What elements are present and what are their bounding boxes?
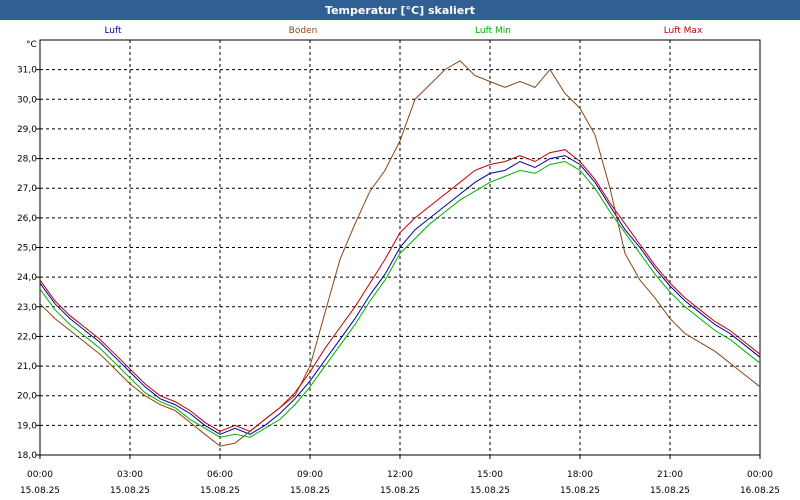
y-tick-label: 24,0	[17, 273, 37, 283]
x-tick-label-time: 21:00	[657, 470, 683, 480]
x-tick-label-date: 15.08.25	[380, 486, 420, 496]
y-tick-label: 27,0	[17, 184, 37, 194]
legend-entry-boden: Boden	[289, 26, 318, 36]
x-tick-label-time: 09:00	[297, 470, 323, 480]
y-tick-label: 28,0	[17, 155, 37, 165]
x-tick-label-time: 06:00	[207, 470, 233, 480]
y-tick-label: 30,0	[17, 95, 37, 105]
x-tick-label-date: 15.08.25	[20, 486, 60, 496]
y-tick-label: 19,0	[17, 421, 37, 431]
y-axis-unit-label: °C	[26, 40, 37, 50]
series-line-luft-max	[39, 149, 761, 432]
x-tick-label-date: 15.08.25	[560, 486, 600, 496]
y-tick-label: 21,0	[17, 362, 37, 372]
y-tick-label: 22,0	[17, 332, 37, 342]
y-tick-label: 18,0	[17, 451, 37, 461]
y-tick-label: 25,0	[17, 244, 37, 254]
y-tick-label: 26,0	[17, 214, 37, 224]
x-tick-label-date: 15.08.25	[110, 486, 150, 496]
y-tick-label: 23,0	[17, 303, 37, 313]
legend-entry-luft: Luft	[104, 26, 122, 36]
y-tick-label: 29,0	[17, 125, 37, 135]
series-line-luft-min	[39, 160, 761, 438]
series-line-boden	[39, 60, 761, 447]
x-tick-label-time: 00:00	[747, 470, 773, 480]
x-tick-label-date: 15.08.25	[650, 486, 690, 496]
x-tick-label-date: 15.08.25	[470, 486, 510, 496]
x-tick-label-time: 12:00	[387, 470, 413, 480]
x-tick-label-date: 15.08.25	[290, 486, 330, 496]
legend-entry-luft-max: Luft Max	[664, 26, 703, 36]
x-tick-label-date: 15.08.25	[200, 486, 240, 496]
x-tick-label-time: 00:00	[27, 470, 53, 480]
x-tick-label-time: 18:00	[567, 470, 593, 480]
series-line-luft	[39, 155, 761, 435]
chart-title: Temperatur [°C] skaliert	[0, 0, 800, 20]
x-tick-label-time: 15:00	[477, 470, 503, 480]
x-tick-label-time: 03:00	[117, 470, 143, 480]
legend-entry-luft-min: Luft Min	[475, 26, 511, 36]
x-tick-label-date: 16.08.25	[740, 486, 780, 496]
y-tick-label: 20,0	[17, 392, 37, 402]
y-tick-label: 31,0	[17, 66, 37, 76]
